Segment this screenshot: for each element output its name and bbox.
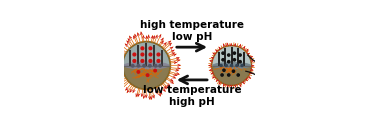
Circle shape bbox=[236, 64, 238, 67]
Wedge shape bbox=[213, 47, 250, 66]
Wedge shape bbox=[213, 66, 250, 84]
Circle shape bbox=[141, 59, 144, 62]
Circle shape bbox=[228, 54, 230, 56]
Circle shape bbox=[228, 61, 230, 63]
Circle shape bbox=[146, 74, 149, 76]
Circle shape bbox=[157, 59, 160, 62]
Circle shape bbox=[237, 74, 239, 76]
Text: high pH: high pH bbox=[169, 97, 215, 107]
Circle shape bbox=[228, 74, 230, 76]
Circle shape bbox=[222, 59, 224, 61]
Circle shape bbox=[149, 53, 152, 56]
Text: low pH: low pH bbox=[172, 32, 212, 42]
Ellipse shape bbox=[213, 63, 250, 68]
Circle shape bbox=[137, 64, 139, 67]
Circle shape bbox=[141, 53, 144, 56]
Circle shape bbox=[257, 63, 260, 66]
Circle shape bbox=[212, 46, 251, 85]
Circle shape bbox=[159, 64, 161, 67]
Circle shape bbox=[225, 64, 227, 67]
Wedge shape bbox=[124, 43, 169, 66]
Circle shape bbox=[239, 61, 241, 63]
Circle shape bbox=[149, 47, 152, 50]
Circle shape bbox=[133, 59, 136, 62]
Circle shape bbox=[133, 53, 136, 56]
Circle shape bbox=[220, 64, 222, 67]
Circle shape bbox=[141, 47, 144, 50]
Circle shape bbox=[149, 59, 152, 62]
Circle shape bbox=[239, 54, 241, 56]
Circle shape bbox=[241, 64, 243, 67]
Circle shape bbox=[222, 52, 224, 54]
Circle shape bbox=[132, 64, 134, 67]
Circle shape bbox=[154, 69, 156, 72]
Circle shape bbox=[233, 52, 235, 54]
Circle shape bbox=[233, 59, 235, 61]
Circle shape bbox=[154, 64, 157, 67]
Circle shape bbox=[137, 71, 139, 73]
Text: low temperature: low temperature bbox=[143, 85, 241, 95]
Circle shape bbox=[221, 74, 223, 76]
Text: high temperature: high temperature bbox=[140, 20, 244, 30]
Circle shape bbox=[157, 53, 160, 56]
Circle shape bbox=[149, 64, 151, 67]
Circle shape bbox=[231, 64, 232, 67]
Circle shape bbox=[256, 57, 259, 60]
Wedge shape bbox=[124, 66, 169, 88]
Circle shape bbox=[256, 70, 259, 73]
Circle shape bbox=[143, 64, 146, 67]
Circle shape bbox=[122, 41, 170, 90]
Circle shape bbox=[232, 70, 235, 72]
Ellipse shape bbox=[124, 62, 169, 69]
Circle shape bbox=[223, 69, 225, 71]
